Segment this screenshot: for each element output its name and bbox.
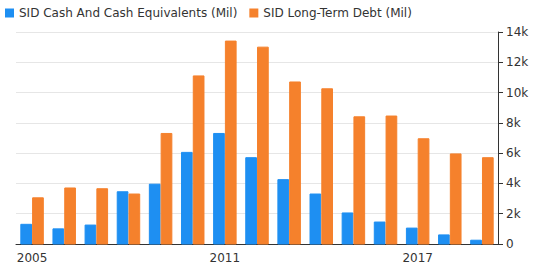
svg-text:8k: 8k xyxy=(506,116,521,130)
svg-text:2005: 2005 xyxy=(17,251,48,265)
svg-text:2k: 2k xyxy=(506,207,521,221)
svg-text:2017: 2017 xyxy=(402,251,433,265)
svg-text:0: 0 xyxy=(506,237,514,251)
svg-text:SID Cash And Cash Equivalents: SID Cash And Cash Equivalents (Mil) xyxy=(19,6,237,20)
svg-text:2011: 2011 xyxy=(210,251,241,265)
svg-text:SID Long-Term Debt (Mil): SID Long-Term Debt (Mil) xyxy=(263,6,412,20)
svg-text:10k: 10k xyxy=(506,86,528,100)
svg-text:6k: 6k xyxy=(506,146,521,160)
svg-text:12k: 12k xyxy=(506,55,528,69)
svg-text:14k: 14k xyxy=(506,25,528,39)
svg-text:4k: 4k xyxy=(506,176,521,190)
